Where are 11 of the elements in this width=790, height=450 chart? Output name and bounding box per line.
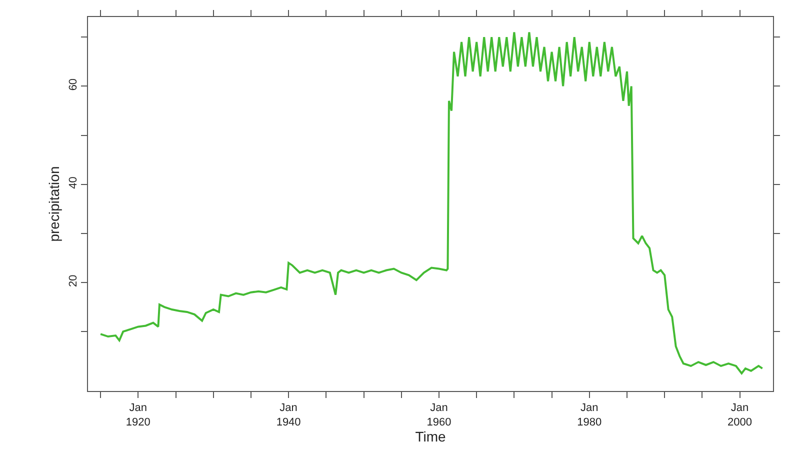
x-tick-label: Jan 1980 [577, 402, 602, 428]
y-tick-label: 20 [68, 274, 80, 288]
x-tick-label: Jan 2000 [728, 402, 752, 428]
x-tick-label: Jan 1940 [276, 402, 301, 428]
x-tick-label: Jan 1920 [126, 402, 150, 428]
y-axis-title: precipitation [46, 166, 62, 242]
y-tick-label: 60 [68, 78, 80, 91]
y-tick-label: 40 [68, 176, 80, 189]
x-tick-label: Jan 1960 [426, 402, 452, 428]
x-axis-title: Time [415, 428, 446, 444]
line-series [100, 31, 764, 374]
